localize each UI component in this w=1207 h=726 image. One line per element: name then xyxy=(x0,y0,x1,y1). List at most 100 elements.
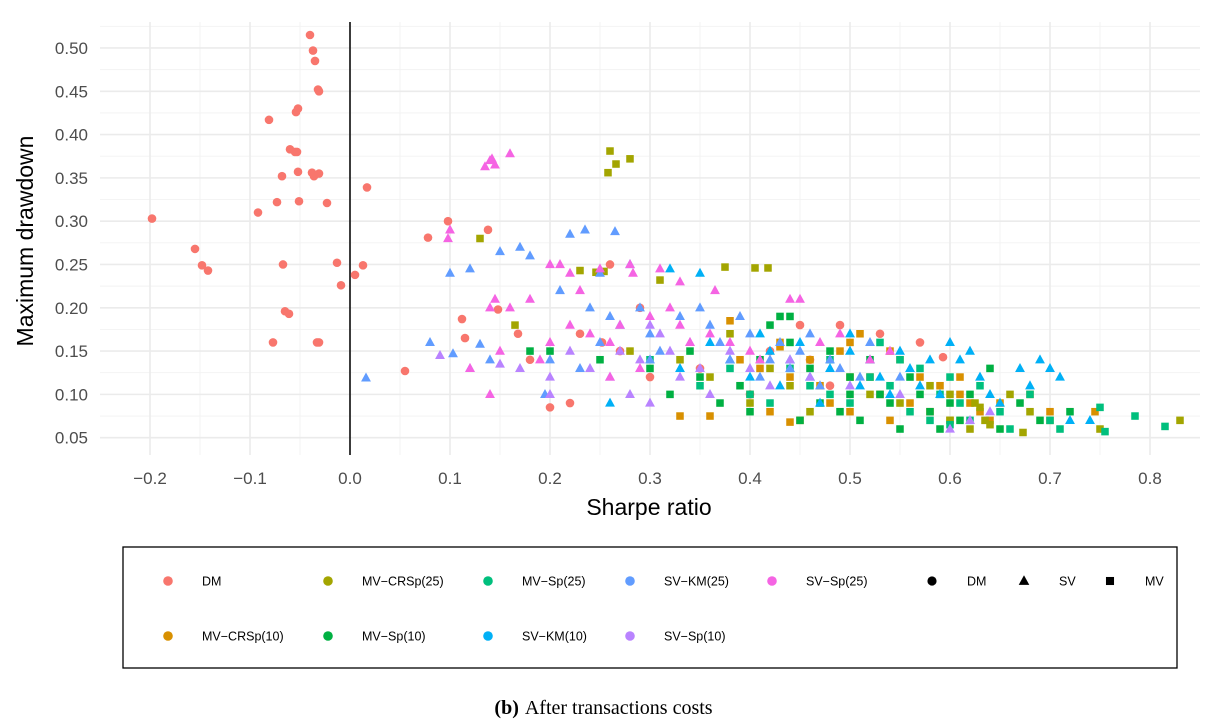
legend-label: MV−Sp(10) xyxy=(362,630,426,644)
data-point xyxy=(606,147,614,155)
data-point xyxy=(610,226,620,236)
data-point xyxy=(785,354,795,364)
data-point xyxy=(1036,416,1044,425)
data-point xyxy=(755,354,765,364)
data-point xyxy=(946,373,954,381)
data-point xyxy=(716,399,724,407)
data-point xyxy=(545,388,555,398)
data-point xyxy=(575,362,585,373)
data-point xyxy=(495,345,505,355)
data-point xyxy=(786,338,794,347)
y-tick-label: 0.30 xyxy=(55,212,88,231)
data-point xyxy=(575,329,585,339)
data-point xyxy=(938,352,948,362)
legend-box xyxy=(122,546,1178,669)
data-point xyxy=(305,30,315,40)
data-point xyxy=(645,319,655,329)
data-point xyxy=(966,390,974,399)
data-point xyxy=(626,155,634,163)
data-point xyxy=(945,423,955,433)
data-point xyxy=(726,364,734,373)
figure-caption: (b) After transactions costs xyxy=(0,697,1207,720)
data-point xyxy=(1096,425,1104,433)
x-tick-label: −0.1 xyxy=(233,469,267,488)
data-point xyxy=(836,407,844,416)
data-point xyxy=(695,302,705,312)
data-point xyxy=(825,381,835,391)
data-point xyxy=(885,345,895,355)
y-tick-label: 0.45 xyxy=(55,82,88,101)
data-point xyxy=(725,354,735,364)
data-point xyxy=(645,372,655,382)
data-point xyxy=(795,293,805,303)
data-point xyxy=(785,362,795,373)
data-point xyxy=(465,263,475,273)
data-points xyxy=(147,30,1184,437)
data-point xyxy=(645,311,655,321)
data-point xyxy=(736,381,744,390)
data-point xyxy=(726,329,734,338)
data-point xyxy=(362,183,372,192)
data-point xyxy=(926,407,934,416)
data-point xyxy=(635,362,645,373)
legend-key-SV−KM(25) xyxy=(625,576,635,586)
data-point xyxy=(1006,425,1014,433)
data-point xyxy=(955,354,965,364)
data-point xyxy=(314,86,324,96)
data-point xyxy=(665,263,675,273)
data-point xyxy=(710,285,720,295)
data-point xyxy=(1016,399,1024,407)
data-point xyxy=(855,371,865,381)
data-point xyxy=(1056,425,1064,433)
data-point xyxy=(965,345,975,355)
data-point xyxy=(736,355,744,364)
data-point xyxy=(615,345,625,355)
data-point xyxy=(605,337,615,347)
data-point xyxy=(856,416,864,425)
data-point xyxy=(775,337,785,347)
data-point xyxy=(835,328,845,338)
legend-key-SV−Sp(25) xyxy=(767,576,777,586)
data-point xyxy=(358,261,368,270)
series-SV−KM(25) xyxy=(361,224,905,398)
data-point xyxy=(605,371,615,381)
data-point xyxy=(656,276,664,284)
data-point xyxy=(846,407,854,416)
data-point xyxy=(1161,422,1169,431)
data-point xyxy=(945,337,955,347)
data-point xyxy=(915,380,925,390)
caption-text: After transactions costs xyxy=(524,697,713,719)
data-point xyxy=(856,329,864,338)
data-point xyxy=(916,373,924,381)
data-point xyxy=(292,147,302,157)
data-point xyxy=(483,225,493,235)
data-point xyxy=(705,319,715,329)
data-point xyxy=(886,416,894,425)
data-point xyxy=(1046,407,1054,416)
data-point xyxy=(726,317,734,325)
data-point xyxy=(476,234,484,243)
data-point xyxy=(786,381,794,390)
data-point xyxy=(605,260,615,269)
data-point xyxy=(755,328,765,338)
data-point xyxy=(735,311,745,321)
data-point xyxy=(645,328,655,338)
data-point xyxy=(695,267,705,277)
data-point xyxy=(585,362,595,373)
data-point xyxy=(475,338,485,348)
data-point xyxy=(835,320,845,330)
data-point xyxy=(795,337,805,347)
data-point xyxy=(976,407,984,416)
x-tick-label: 0.6 xyxy=(938,469,962,488)
data-point xyxy=(916,364,924,373)
data-point xyxy=(696,381,704,390)
data-point xyxy=(896,399,904,407)
data-point xyxy=(675,362,685,373)
data-point xyxy=(815,380,825,390)
data-point xyxy=(1025,380,1035,390)
legend: DM MV−CRSp(25) MV−Sp(25) SV−KM(25) SV−Sp(25)… xyxy=(163,575,1164,644)
data-point xyxy=(836,347,844,355)
data-point xyxy=(525,250,535,260)
data-point xyxy=(576,266,584,275)
data-point xyxy=(203,266,213,275)
